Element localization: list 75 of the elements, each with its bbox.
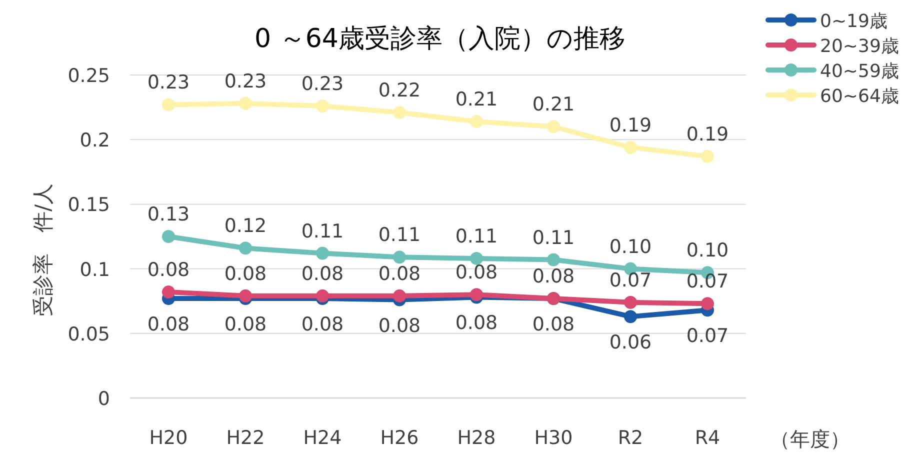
data-label: 0.13 [147, 204, 190, 226]
data-label: 0.08 [455, 312, 498, 334]
x-tick-label: H30 [534, 427, 573, 449]
point [470, 115, 483, 128]
y-tick-label: 0.2 [80, 130, 110, 152]
x-axis-title: （年度） [770, 427, 850, 451]
data-label: 0.08 [532, 314, 575, 336]
point [470, 252, 483, 265]
data-label: 0.08 [224, 314, 267, 336]
data-label: 0.08 [224, 262, 267, 285]
point [547, 253, 560, 266]
x-tick-label: H24 [303, 427, 342, 449]
data-label: 0.21 [455, 88, 498, 111]
data-label: 0.23 [224, 70, 267, 92]
data-label: 0.10 [686, 240, 729, 262]
point [547, 120, 560, 134]
y-axis-title: 受診率 件/人 [31, 183, 55, 317]
legend-label: 60~64歳 [820, 86, 899, 107]
x-tick-label: H26 [380, 427, 419, 449]
point [701, 297, 714, 310]
point [393, 250, 406, 264]
point [393, 106, 406, 119]
y-tick-label: 0 [98, 388, 110, 410]
data-label: 0.07 [686, 270, 729, 293]
point [316, 246, 329, 260]
point [470, 288, 483, 302]
point [162, 230, 175, 243]
y-tick-label: 0.25 [68, 65, 110, 87]
y-tick-label: 0.05 [68, 323, 110, 346]
data-label: 0.08 [532, 266, 575, 288]
data-label: 0.19 [609, 114, 652, 136]
data-label: 0.23 [147, 72, 190, 94]
data-label: 0.08 [301, 314, 344, 336]
data-label: 0.21 [532, 94, 575, 116]
x-tick-label: R4 [694, 427, 720, 449]
data-label: 0.08 [147, 314, 190, 336]
x-tick-label: H28 [457, 427, 496, 449]
point [624, 310, 637, 324]
point [162, 98, 175, 112]
point [624, 296, 637, 309]
data-label: 0.11 [301, 220, 344, 242]
y-tick-label: 0.15 [68, 194, 110, 216]
point [316, 100, 329, 113]
data-label: 0.07 [686, 325, 729, 348]
point [393, 289, 406, 302]
data-label: 0.22 [378, 79, 421, 102]
point [701, 150, 714, 163]
x-tick-label: R2 [618, 427, 644, 449]
x-tick-label: H22 [226, 427, 265, 449]
data-label: 0.07 [609, 269, 652, 292]
point [624, 140, 637, 154]
data-label: 0.23 [301, 73, 344, 96]
y-tick-label: 0.1 [80, 258, 110, 281]
data-label: 0.11 [532, 226, 575, 249]
data-label: 0.08 [301, 262, 344, 285]
data-label: 0.08 [147, 259, 190, 282]
data-label: 0.11 [455, 225, 498, 248]
legend-label: 20~39歳 [820, 36, 899, 57]
chart-title: 0 ～64歳受診率（入院）の推移 [254, 24, 626, 54]
point [162, 286, 175, 299]
legend-label: 0~19歳 [820, 11, 888, 32]
data-label: 0.06 [609, 332, 652, 354]
point [239, 289, 252, 302]
point [239, 242, 252, 255]
legend-label: 40~59歳 [820, 61, 899, 82]
data-label: 0.12 [224, 215, 267, 238]
data-label: 0.10 [609, 236, 652, 258]
point [239, 96, 252, 110]
data-label: 0.19 [686, 123, 729, 146]
data-label: 0.08 [378, 314, 421, 337]
x-tick-label: H20 [149, 427, 188, 449]
data-label: 0.08 [378, 262, 421, 285]
data-label: 0.08 [455, 262, 498, 284]
data-label: 0.11 [378, 224, 421, 246]
point [316, 289, 329, 302]
